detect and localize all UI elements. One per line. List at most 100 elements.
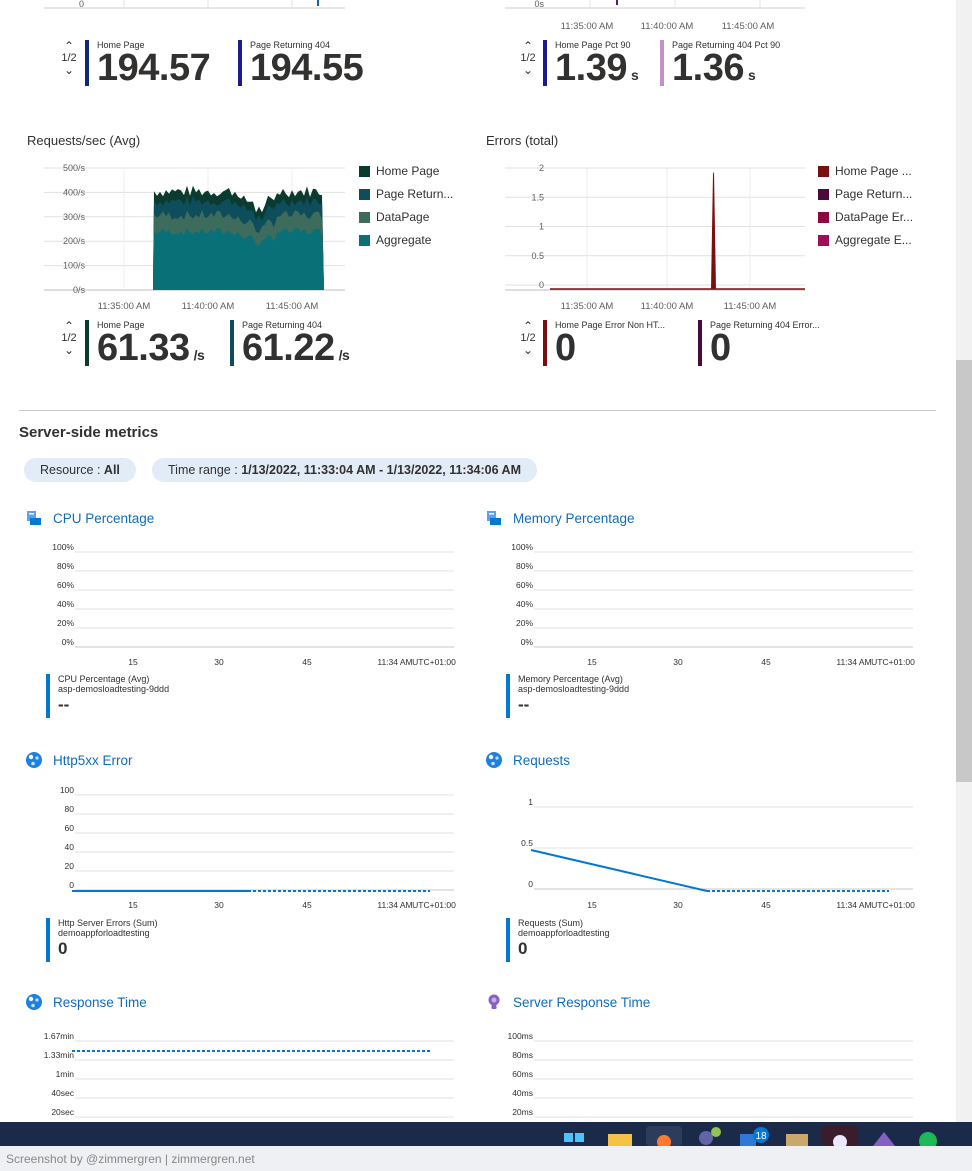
- http5xx-y-tick: 20: [65, 861, 75, 871]
- requests-pager[interactable]: ⌃ 1/2 ⌄: [60, 320, 78, 356]
- y-tick-label: 2: [539, 163, 544, 173]
- memory-y-tick: 20%: [516, 618, 533, 628]
- requests-legend-item[interactable]: DataPage: [359, 210, 429, 224]
- legend-swatch: [818, 234, 829, 246]
- cpu-tile-title[interactable]: CPU Percentage: [25, 509, 154, 527]
- scrollbar-thumb[interactable]: [956, 360, 972, 782]
- chevron-down-icon[interactable]: ⌄: [522, 63, 534, 77]
- chevron-up-icon[interactable]: ⌃: [63, 319, 75, 333]
- server-response-y-tick: 20ms: [512, 1107, 533, 1117]
- pager-label: 1/2: [61, 332, 77, 344]
- http5xx-x-tick: 45: [302, 900, 312, 910]
- stat-page-returning-404: Page Returning 404 194.55: [238, 40, 364, 87]
- archive-icon: [786, 1134, 808, 1146]
- legend-label: Aggregate: [376, 233, 432, 247]
- teams-icon: [699, 1131, 713, 1145]
- legend-label: DataPage Er...: [835, 210, 914, 224]
- x-tick-label: 11:35:00 AM: [98, 301, 151, 312]
- response-time-tile-title[interactable]: Response Time: [25, 993, 147, 1011]
- app-service-globe-icon: [486, 752, 502, 768]
- requests-legend-item[interactable]: Aggregate: [359, 233, 431, 247]
- x-tick-label: 11:40:00 AM: [182, 301, 235, 312]
- memory-y-tick: 80%: [516, 561, 533, 571]
- top-right-pager[interactable]: ⌃ 1/2 ⌄: [519, 40, 537, 76]
- requests-y-tick: 1: [528, 797, 533, 807]
- cpu-metric-summary: CPU Percentage (Avg) asp-demosloadtestin…: [46, 674, 169, 718]
- memory-y-tick: 40%: [516, 599, 533, 609]
- response-y-tick: 40sec: [51, 1088, 74, 1098]
- pager-label: 1/2: [520, 52, 536, 64]
- y-tick-label: 100/s: [63, 261, 86, 271]
- http5xx-x-tick: 30: [214, 900, 224, 910]
- stat-errors-home-page: Home Page Error Non HT... 0: [543, 320, 688, 367]
- requests-legend-item[interactable]: Page Return...: [359, 187, 453, 201]
- cpu-x-tick: UTC+01:00: [412, 657, 456, 667]
- cpu-y-tick: 60%: [57, 580, 74, 590]
- cpu-y-tick: 0%: [62, 637, 75, 647]
- top-right-axis-zero: 0s: [534, 0, 544, 9]
- errors-pager[interactable]: ⌃ 1/2 ⌄: [519, 320, 537, 356]
- chevron-down-icon[interactable]: ⌄: [522, 343, 534, 357]
- x-tick-label: 11:40:00 AM: [641, 301, 694, 312]
- top-chart-remnants: 0 0s 11:35:00 AM 11:40:00 AM 11:45:00 AM: [44, 0, 805, 32]
- pager-label: 1/2: [520, 332, 536, 344]
- chevron-down-icon[interactable]: ⌄: [63, 343, 75, 357]
- http5xx-x-tick: UTC+01:00: [412, 900, 456, 910]
- windows-taskbar: 18: [0, 1122, 972, 1150]
- http5xx-y-tick: 60: [65, 823, 75, 833]
- requests-x-tick: 45: [761, 900, 771, 910]
- top-left-pager[interactable]: ⌃ 1/2 ⌄: [60, 40, 78, 76]
- chevron-up-icon[interactable]: ⌃: [522, 319, 534, 333]
- memory-y-tick: 60%: [516, 580, 533, 590]
- cpu-y-tick: 100%: [52, 542, 74, 552]
- chevron-down-icon[interactable]: ⌄: [63, 63, 75, 77]
- http5xx-tile-title[interactable]: Http5xx Error: [25, 751, 133, 769]
- memory-x-tick: UTC+01:00: [871, 657, 915, 667]
- chevron-up-icon[interactable]: ⌃: [63, 39, 75, 53]
- errors-legend-item[interactable]: DataPage Er...: [818, 210, 913, 224]
- cpu-y-tick: 40%: [57, 599, 74, 609]
- http5xx-x-tick: 11:34 AM: [377, 900, 412, 910]
- time-range-pill[interactable]: Time range : 1/13/2022, 11:33:04 AM - 1/…: [152, 458, 537, 482]
- memory-x-tick: 11:34 AM: [836, 657, 871, 667]
- stat-requests-home-page: Home Page 61.33/s: [85, 320, 205, 367]
- requests-legend-item[interactable]: Home Page: [359, 164, 439, 178]
- y-tick-label: 0/s: [73, 285, 86, 295]
- resource-filter-pill[interactable]: Resource : All: [24, 458, 136, 482]
- server-response-y-tick: 60ms: [512, 1069, 533, 1079]
- top-right-tick-1: 11:40:00 AM: [641, 21, 694, 32]
- memory-x-tick: 30: [673, 657, 683, 667]
- x-tick-label: 11:35:00 AM: [561, 301, 614, 312]
- top-right-tick-2: 11:45:00 AM: [722, 21, 775, 32]
- requests-y-tick: 0: [528, 879, 533, 889]
- y-tick-label: 200/s: [63, 236, 86, 246]
- requests-series-line: [530, 849, 708, 892]
- legend-label: Home Page: [376, 164, 440, 178]
- top-left-axis-zero: 0: [79, 0, 84, 9]
- legend-swatch: [818, 165, 829, 177]
- app-service-plan-icon: [27, 511, 41, 525]
- server-metric-charts: 100%80%60%40%20%0%15 30 45 11:34 AM UTC+01:0…: [44, 542, 915, 1118]
- errors-legend-item[interactable]: Aggregate E...: [818, 233, 912, 247]
- cpu-x-tick: 11:34 AM: [377, 657, 412, 667]
- y-tick-label: 0: [539, 280, 544, 290]
- notification-count: 18: [755, 1131, 767, 1142]
- server-response-time-tile-title[interactable]: Server Response Time: [485, 993, 650, 1011]
- memory-y-tick: 100%: [511, 542, 533, 552]
- x-tick-label: 11:45:00 AM: [724, 301, 777, 312]
- memory-tile-title[interactable]: Memory Percentage: [485, 509, 635, 527]
- requests-tile-title[interactable]: Requests: [485, 751, 570, 769]
- legend-swatch: [359, 165, 370, 177]
- http5xx-metric-summary: Http Server Errors (Sum) demoappforloadt…: [46, 918, 158, 962]
- legend-swatch: [359, 188, 370, 200]
- chevron-up-icon[interactable]: ⌃: [522, 39, 534, 53]
- pager-label: 1/2: [61, 52, 77, 64]
- errors-legend-item[interactable]: Home Page ...: [818, 164, 912, 178]
- app-service-globe-icon: [26, 752, 42, 768]
- errors-legend-item[interactable]: Page Return...: [818, 187, 912, 201]
- cpu-y-tick: 80%: [57, 561, 74, 571]
- legend-label: Aggregate E...: [835, 233, 912, 247]
- server-metrics-title: Server-side metrics: [19, 424, 159, 441]
- response-y-tick: 20sec: [51, 1107, 74, 1117]
- http5xx-y-tick: 80: [65, 804, 75, 814]
